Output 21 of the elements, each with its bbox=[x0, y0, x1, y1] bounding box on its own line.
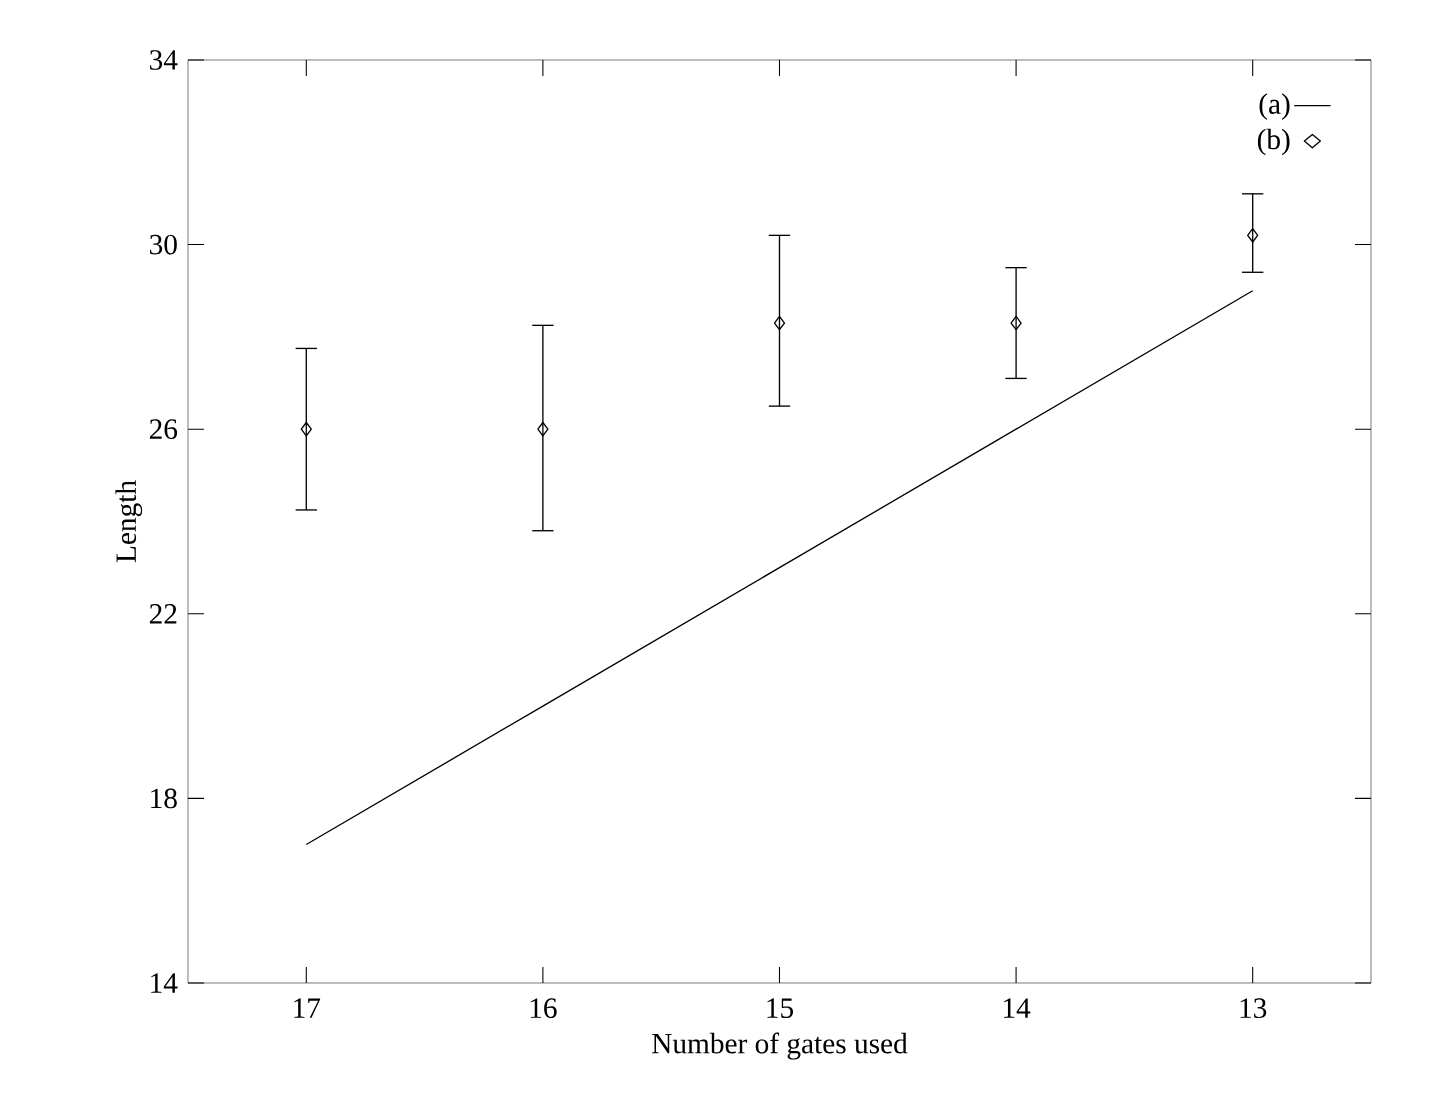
y-tick-label: 26 bbox=[149, 419, 178, 440]
legend-label: (a) bbox=[1259, 93, 1290, 120]
x-tick-label: 13 bbox=[1240, 998, 1267, 1019]
x-axis-title: Number of gates used bbox=[652, 1032, 908, 1060]
y-tick-label: 34 bbox=[150, 50, 178, 70]
point bbox=[300, 421, 312, 437]
y-tick-label: 22 bbox=[149, 604, 177, 624]
legend-label: (b) bbox=[1257, 128, 1290, 156]
x-tick-label: 14 bbox=[1003, 998, 1031, 1018]
point bbox=[537, 421, 549, 437]
x-tick-label: 15 bbox=[767, 998, 794, 1019]
y-tick-label: 14 bbox=[151, 973, 178, 993]
point bbox=[1010, 315, 1022, 331]
point bbox=[773, 315, 786, 331]
y-axis-title: Length bbox=[115, 480, 143, 563]
y-tick-label: 18 bbox=[151, 788, 177, 809]
line-series bbox=[305, 290, 1254, 846]
x-tick-label: 17 bbox=[294, 998, 321, 1018]
y-tick-label: 30 bbox=[150, 234, 177, 255]
point bbox=[1247, 228, 1259, 243]
x-tick-label: 16 bbox=[530, 998, 557, 1019]
